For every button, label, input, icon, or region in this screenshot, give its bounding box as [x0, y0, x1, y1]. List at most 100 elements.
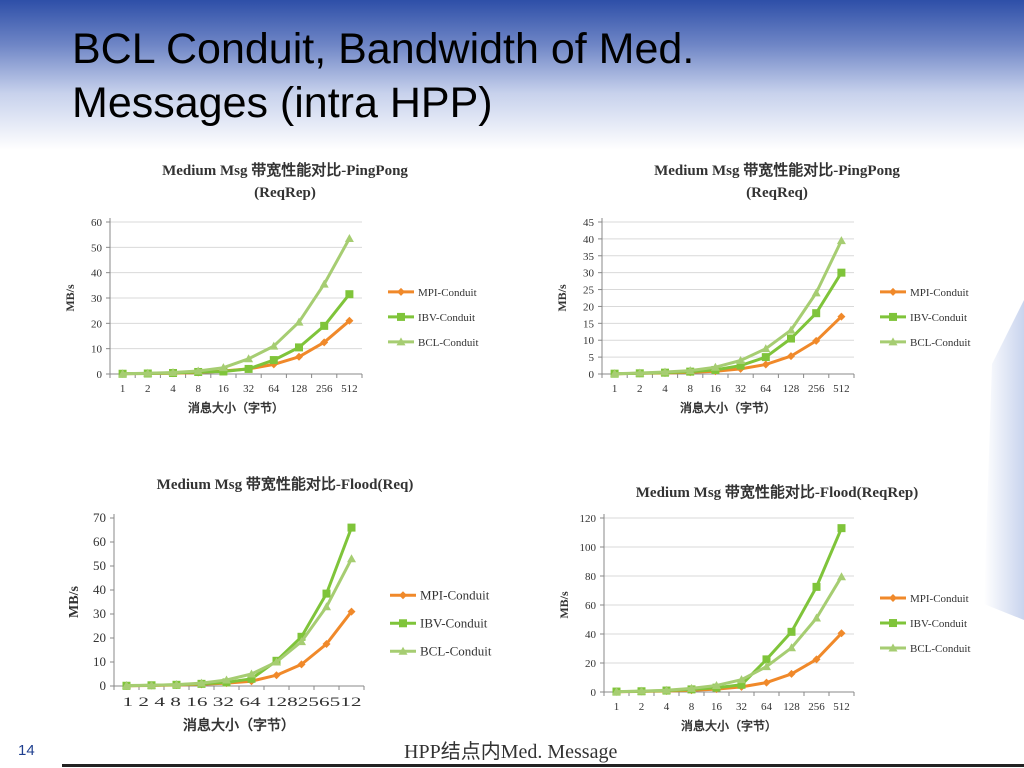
data-point [244, 354, 254, 363]
chart-title: Medium Msg 带宽性能对比-PingPong (ReqReq) [552, 160, 1002, 204]
x-tick-label: 8 [195, 383, 201, 395]
data-point [761, 360, 770, 369]
data-point [812, 309, 821, 318]
y-tick-label: 50 [93, 558, 106, 573]
data-point [812, 655, 821, 664]
data-point [837, 524, 846, 533]
y-axis-label: MB/s [63, 284, 77, 312]
x-tick-label: 2 [639, 701, 645, 713]
x-tick-label: 4 [662, 383, 668, 395]
data-point [345, 316, 354, 325]
data-point [218, 363, 228, 372]
x-tick-label: 256 [808, 701, 825, 713]
data-point [322, 602, 331, 611]
legend-label: MPI-Conduit [420, 587, 490, 602]
y-tick-label: 40 [91, 268, 103, 280]
legend-label: MPI-Conduit [910, 287, 969, 299]
data-point [712, 680, 721, 689]
data-point [322, 589, 331, 598]
x-tick-label: 1 [612, 383, 618, 395]
data-point [247, 674, 256, 683]
data-point [610, 369, 620, 378]
x-axis-label: 消息大小（字节） [183, 717, 295, 734]
data-point [812, 613, 821, 622]
x-tick-label: 32 [736, 701, 747, 713]
legend-label: IBV-Conduit [418, 312, 475, 324]
x-tick-label: 16 [218, 383, 230, 395]
y-tick-label: 30 [91, 293, 103, 305]
data-point [347, 523, 356, 532]
data-point [320, 321, 329, 330]
legend-marker [889, 287, 897, 296]
x-tick-label: 128 [783, 383, 800, 395]
legend-marker [399, 619, 407, 628]
data-point [637, 686, 646, 695]
data-point [297, 660, 306, 669]
legend-marker [396, 337, 406, 346]
data-point [297, 632, 306, 641]
legend-marker [397, 287, 405, 296]
legend-marker [889, 594, 897, 603]
legend-label: BCL-Conduit [910, 337, 971, 349]
series-line [122, 319, 351, 376]
data-point [812, 336, 821, 345]
x-tick-label: 1 [614, 701, 620, 713]
chart-svg: 0 10 20 30 40 50 60 1 2 4 8 16 32 64 128 256 512 消息大小（字节）… [63, 217, 479, 415]
data-point [168, 367, 178, 376]
series-line [616, 527, 843, 694]
data-point [219, 367, 228, 376]
y-tick-label: 30 [93, 606, 106, 621]
x-tick-label: 256 [808, 383, 825, 395]
y-tick-label: 100 [580, 542, 597, 554]
y-tick-label: 0 [589, 369, 595, 381]
x-tick-label: 32 [243, 383, 254, 395]
header-band [0, 0, 1024, 150]
y-tick-label: 15 [583, 318, 595, 330]
series-mpi-conduit [118, 316, 354, 378]
chart-title-line1: Medium Msg 带宽性能对比-Flood(Req) [156, 477, 414, 493]
legend-label: MPI-Conduit [418, 287, 477, 299]
legend-label: BCL-Conduit [420, 643, 492, 658]
legend-marker [888, 643, 898, 652]
y-tick-label: 50 [91, 242, 103, 254]
chart-title-line1: Medium Msg 带宽性能对比-PingPong [654, 163, 900, 179]
chart-flood-reqrep: Medium Msg 带宽性能对比-Flood(ReqRep) 0 20 40 60 8… [552, 480, 1002, 742]
x-tick-label: 256 [316, 383, 333, 395]
data-point [837, 312, 846, 321]
x-tick-label: 4 [664, 701, 670, 713]
series-line [614, 239, 843, 376]
y-tick-label: 10 [583, 335, 595, 347]
y-tick-label: 120 [580, 513, 597, 525]
data-point [347, 554, 356, 563]
legend-item: MPI-Conduit [388, 287, 477, 299]
data-point [269, 356, 278, 365]
x-tick-label: 2 [637, 383, 643, 395]
series-bcl-conduit [610, 236, 846, 378]
y-tick-label: 20 [91, 318, 103, 330]
x-tick-label: 4 [170, 383, 176, 395]
data-point [244, 364, 253, 373]
data-point [761, 353, 770, 362]
data-point [812, 582, 821, 591]
legend-label: BCL-Conduit [910, 643, 971, 655]
y-tick-label: 40 [585, 629, 597, 641]
data-point [247, 669, 256, 678]
y-tick-label: 60 [93, 534, 106, 549]
chart-title: Medium Msg 带宽性能对比-PingPong (ReqRep) [60, 160, 510, 204]
x-tick-label: 512 [833, 701, 850, 713]
data-point [635, 368, 645, 377]
data-point [322, 640, 331, 648]
legend-item: BCL-Conduit [880, 337, 971, 349]
data-point [787, 643, 796, 652]
data-point [836, 236, 846, 245]
y-axis-label: MB/s [557, 591, 571, 619]
data-point [345, 290, 354, 299]
x-axis-label: 消息大小（字节） [680, 400, 776, 415]
chart-pingpong-reqrep: Medium Msg 带宽性能对比-PingPong (ReqRep) 0 10 2… [60, 158, 510, 420]
data-point [837, 572, 846, 581]
y-tick-label: 5 [589, 352, 595, 364]
x-tick-label: 64 [761, 701, 773, 713]
y-tick-label: 60 [585, 600, 597, 612]
chart-title-line1: Medium Msg 带宽性能对比-Flood(ReqRep) [635, 485, 919, 501]
data-point [197, 678, 206, 687]
